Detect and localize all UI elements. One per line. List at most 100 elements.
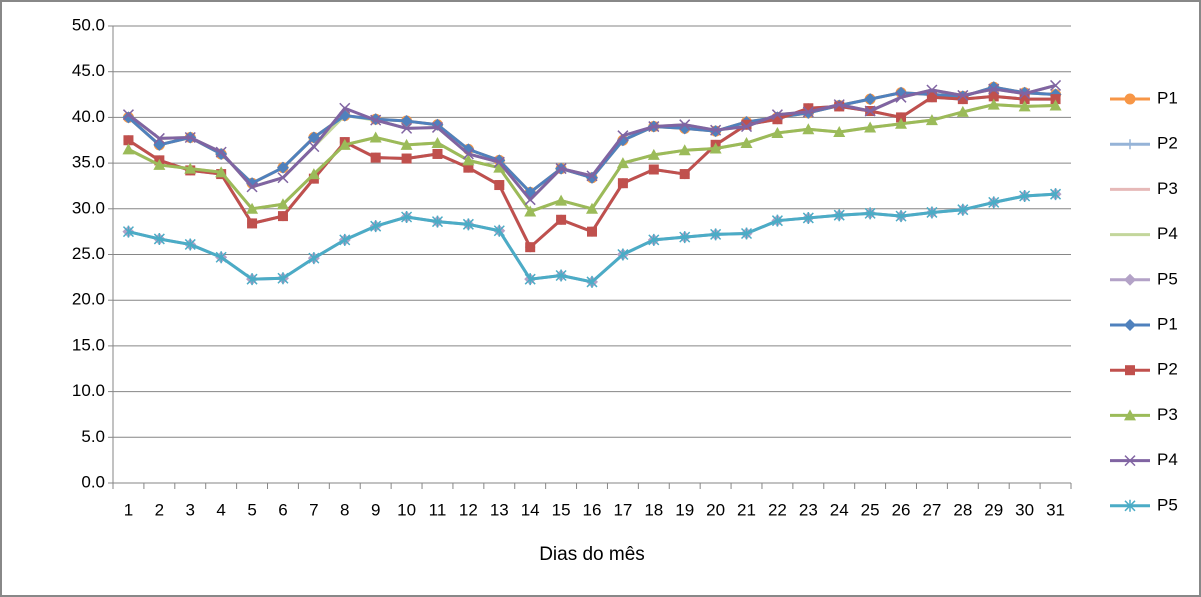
y-tick-label: 5.0 <box>81 427 105 446</box>
x-tick-label: 10 <box>397 500 416 519</box>
marker <box>246 273 258 286</box>
marker <box>710 228 722 241</box>
marker <box>987 98 1000 110</box>
x-tick-label: 13 <box>490 500 509 519</box>
legend-marker <box>1124 273 1136 286</box>
legend-marker <box>1124 93 1136 105</box>
marker <box>370 152 381 163</box>
marker <box>1018 100 1031 112</box>
x-tick-label: 29 <box>984 500 1003 519</box>
x-tick-label: 4 <box>216 500 225 519</box>
marker <box>401 153 412 164</box>
marker <box>215 146 227 158</box>
legend-label: P2 <box>1157 134 1178 153</box>
marker <box>988 83 1000 95</box>
marker <box>648 233 660 246</box>
x-tick-label: 25 <box>861 500 880 519</box>
x-tick-label: 2 <box>155 500 164 519</box>
legend-marker <box>1124 409 1136 421</box>
x-tick-label: 16 <box>583 500 602 519</box>
x-tick-label: 21 <box>737 500 756 519</box>
marker <box>339 102 351 114</box>
marker <box>1049 99 1062 111</box>
marker <box>802 211 814 224</box>
marker <box>307 168 320 180</box>
marker <box>834 101 845 112</box>
marker <box>184 131 196 144</box>
y-tick-label: 40.0 <box>72 107 105 126</box>
marker <box>679 231 691 244</box>
marker <box>462 154 475 166</box>
legend-marker <box>1125 139 1135 150</box>
legend-label: P5 <box>1157 495 1178 514</box>
marker <box>494 180 505 191</box>
marker <box>431 118 444 131</box>
marker <box>926 206 938 219</box>
marker <box>122 225 134 238</box>
marker <box>771 214 783 227</box>
marker <box>678 144 691 156</box>
marker <box>400 115 413 128</box>
x-tick-label: 3 <box>186 500 195 519</box>
x-tick-label: 17 <box>613 500 632 519</box>
marker <box>802 106 814 118</box>
legend-label: P3 <box>1157 405 1178 424</box>
marker <box>122 109 134 121</box>
marker <box>555 194 568 206</box>
marker <box>1019 88 1031 100</box>
marker <box>586 202 598 214</box>
marker <box>524 273 536 286</box>
marker <box>153 232 165 245</box>
x-tick-label: 19 <box>675 500 694 519</box>
marker <box>215 166 228 178</box>
marker <box>957 203 969 216</box>
y-tick-label: 35.0 <box>72 153 105 172</box>
marker <box>586 275 598 288</box>
marker <box>462 218 474 231</box>
y-tick-label: 15.0 <box>72 335 105 354</box>
marker <box>123 135 134 146</box>
y-tick-label: 10.0 <box>72 381 105 400</box>
x-tick-label: 26 <box>892 500 911 519</box>
marker <box>988 91 999 102</box>
marker <box>925 114 938 126</box>
legend-label: P1 <box>1157 88 1178 107</box>
x-tick-label: 28 <box>953 500 972 519</box>
marker <box>679 119 691 131</box>
marker <box>648 121 660 133</box>
marker <box>803 103 814 114</box>
x-tick-label: 7 <box>309 500 318 519</box>
marker <box>370 220 382 233</box>
marker <box>493 161 506 173</box>
marker <box>400 138 413 150</box>
marker <box>493 154 506 167</box>
marker <box>339 233 351 246</box>
x-tick-label: 30 <box>1015 500 1034 519</box>
marker <box>864 121 877 133</box>
x-tick-label: 23 <box>799 500 818 519</box>
marker <box>524 205 537 217</box>
y-tick-label: 20.0 <box>72 290 105 309</box>
marker <box>277 272 289 285</box>
x-tick-label: 11 <box>429 500 447 519</box>
marker <box>401 122 413 134</box>
legend-marker <box>1124 455 1136 467</box>
marker <box>926 92 937 103</box>
marker <box>956 105 969 117</box>
marker <box>895 210 907 223</box>
x-tick-label: 8 <box>340 500 349 519</box>
x-tick-label: 12 <box>459 500 478 519</box>
marker <box>1050 188 1062 201</box>
marker <box>833 99 845 111</box>
marker <box>153 132 165 144</box>
x-tick-label: 31 <box>1046 500 1065 519</box>
legend-marker <box>1125 365 1135 376</box>
marker <box>864 207 876 220</box>
marker <box>586 170 598 182</box>
marker <box>493 156 505 168</box>
y-tick-label: 25.0 <box>72 244 105 263</box>
marker <box>895 91 907 103</box>
marker <box>1050 79 1062 91</box>
marker <box>401 211 413 224</box>
